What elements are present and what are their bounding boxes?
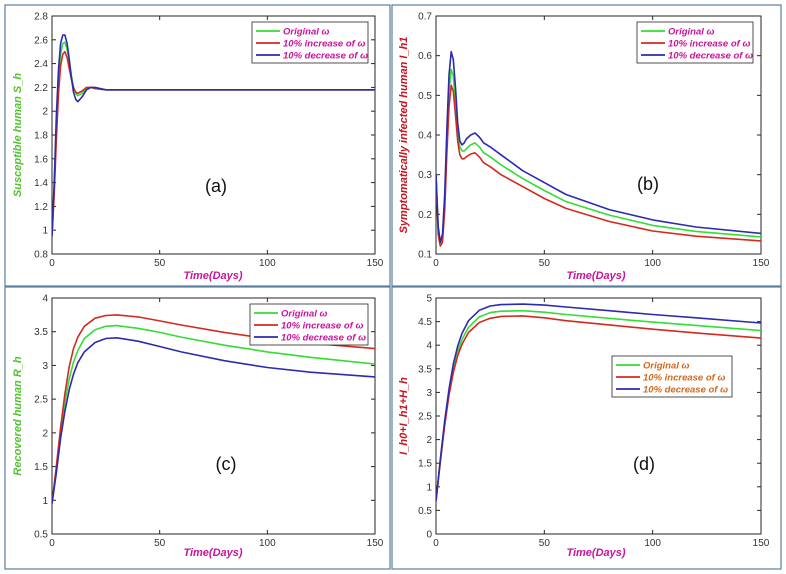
y-tick-label: 4 bbox=[426, 341, 432, 352]
series-line-increase bbox=[52, 314, 375, 504]
panel-b: 0.1 0.2 0.3 0.4 0.5 0.6 0.7 0 50 100 150 Time(Days)… bbox=[391, 4, 782, 287]
y-tick-label: 0.7 bbox=[418, 12, 432, 23]
y-tick-label: 3.5 bbox=[34, 327, 48, 338]
y-tick-label: 1.2 bbox=[34, 202, 48, 213]
legend-entry-original: Original ω bbox=[283, 27, 330, 38]
y-tick-label: 1.8 bbox=[34, 131, 48, 142]
legend-entry-original: Original ω bbox=[643, 361, 690, 372]
y-axis-title: I_h0+I_h1+H_h bbox=[398, 377, 410, 455]
panel-label: (a) bbox=[205, 176, 227, 196]
y-tick-label: 2 bbox=[42, 107, 48, 118]
y-tick-label: 1 bbox=[42, 496, 48, 507]
y-tick-label: 3 bbox=[42, 361, 48, 372]
y-tick-label: 3.5 bbox=[418, 364, 432, 375]
x-tick-label: 50 bbox=[539, 538, 551, 549]
y-tick-label: 0.5 bbox=[34, 530, 48, 541]
legend: Original ω10% increase of ω10% decrease … bbox=[251, 21, 369, 64]
y-tick-label: 0.8 bbox=[34, 250, 48, 261]
x-tick-label: 0 bbox=[433, 538, 439, 549]
x-tick-label: 150 bbox=[753, 258, 770, 269]
y-tick-label: 0.6 bbox=[418, 51, 432, 62]
series-line-original bbox=[52, 324, 375, 504]
y-tick-label: 1.4 bbox=[34, 178, 48, 189]
y-tick-label: 4 bbox=[42, 294, 48, 305]
x-tick-label: 0 bbox=[49, 258, 55, 269]
y-tick-label: 0.5 bbox=[418, 91, 432, 102]
x-tick-label: 50 bbox=[154, 258, 166, 269]
legend: Original ω10% increase of ω10% decrease … bbox=[636, 21, 754, 64]
x-tick-label: 50 bbox=[539, 258, 551, 269]
series-line-decrease bbox=[52, 34, 375, 237]
legend-entry-original: Original ω bbox=[668, 27, 715, 38]
y-tick-label: 2 bbox=[426, 435, 432, 446]
legend-entry-increase: 10% increase of ω bbox=[668, 39, 750, 50]
series-line-decrease bbox=[436, 303, 761, 502]
x-tick-label: 150 bbox=[367, 538, 384, 549]
legend: Original ω10% increase of ω10% decrease … bbox=[611, 355, 733, 398]
series-line-decrease bbox=[52, 336, 375, 504]
x-axis-title: Time(Days) bbox=[183, 270, 242, 282]
y-axis-title: Recovered human R_h bbox=[12, 356, 24, 475]
legend-entry-decrease: 10% decrease of ω bbox=[281, 333, 366, 344]
x-tick-label: 150 bbox=[367, 258, 384, 269]
x-tick-label: 100 bbox=[644, 258, 661, 269]
legend-entry-original: Original ω bbox=[281, 309, 328, 320]
x-tick-label: 100 bbox=[644, 538, 661, 549]
y-tick-label: 2.2 bbox=[34, 83, 48, 94]
y-tick-label: 0.2 bbox=[418, 210, 432, 221]
legend-entry-increase: 10% increase of ω bbox=[281, 321, 363, 332]
x-tick-label: 0 bbox=[433, 258, 439, 269]
panel-label: (b) bbox=[637, 174, 659, 194]
y-tick-label: 1.5 bbox=[34, 462, 48, 473]
series-line-decrease bbox=[436, 50, 761, 243]
x-axis-title: Time(Days) bbox=[566, 547, 625, 559]
y-tick-label: 0 bbox=[426, 530, 432, 541]
y-tick-label: 4.5 bbox=[418, 317, 432, 328]
x-tick-label: 50 bbox=[154, 538, 166, 549]
legend-entry-increase: 10% increase of ω bbox=[643, 373, 725, 384]
y-tick-label: 0.3 bbox=[418, 170, 432, 181]
y-tick-label: 5 bbox=[426, 294, 432, 305]
x-tick-label: 100 bbox=[259, 538, 276, 549]
y-tick-label: 2.4 bbox=[34, 59, 48, 70]
y-tick-label: 2.8 bbox=[34, 12, 48, 23]
legend-entry-decrease: 10% decrease of ω bbox=[668, 51, 753, 62]
y-tick-label: 2.5 bbox=[34, 395, 48, 406]
y-tick-label: 3 bbox=[426, 388, 432, 399]
y-tick-label: 2 bbox=[42, 428, 48, 439]
legend: Original ω10% increase of ω10% decrease … bbox=[249, 303, 369, 346]
y-axis-title: Susceptible human S_h bbox=[12, 73, 24, 197]
y-tick-label: 1 bbox=[426, 482, 432, 493]
legend-entry-decrease: 10% decrease of ω bbox=[283, 51, 368, 62]
panel-label: (d) bbox=[633, 454, 655, 474]
x-tick-label: 0 bbox=[49, 538, 55, 549]
y-tick-label: 1.6 bbox=[34, 154, 48, 165]
y-tick-label: 2.5 bbox=[418, 412, 432, 423]
panel-a: 0.8 1 1.2 1.4 1.6 1.8 2 2.2 2.4 2.6 2.8 0 50 100 150 Ti… bbox=[4, 4, 391, 287]
panel-c: 0.5 1 1.5 2 2.5 3 3.5 4 0 50 100 150 Time(Days) Recov… bbox=[4, 286, 391, 570]
legend-entry-increase: 10% increase of ω bbox=[283, 39, 365, 50]
panel-label: (c) bbox=[216, 454, 237, 474]
x-tick-label: 150 bbox=[753, 538, 770, 549]
y-tick-label: 0.4 bbox=[418, 131, 432, 142]
y-tick-label: 2.6 bbox=[34, 35, 48, 46]
x-tick-label: 100 bbox=[259, 258, 276, 269]
y-tick-label: 0.5 bbox=[418, 506, 432, 517]
legend-entry-decrease: 10% decrease of ω bbox=[643, 385, 728, 396]
y-tick-label: 1 bbox=[42, 226, 48, 237]
y-tick-label: 0.1 bbox=[418, 250, 432, 261]
x-axis-title: Time(Days) bbox=[183, 547, 242, 559]
y-axis-title: Symptomatically infected human I_h1 bbox=[398, 37, 410, 234]
panel-d: 00.511.522.533.544.550 50 100 150Time(Days)… bbox=[391, 286, 782, 570]
x-axis-title: Time(Days) bbox=[566, 270, 625, 282]
y-tick-label: 1.5 bbox=[418, 459, 432, 470]
